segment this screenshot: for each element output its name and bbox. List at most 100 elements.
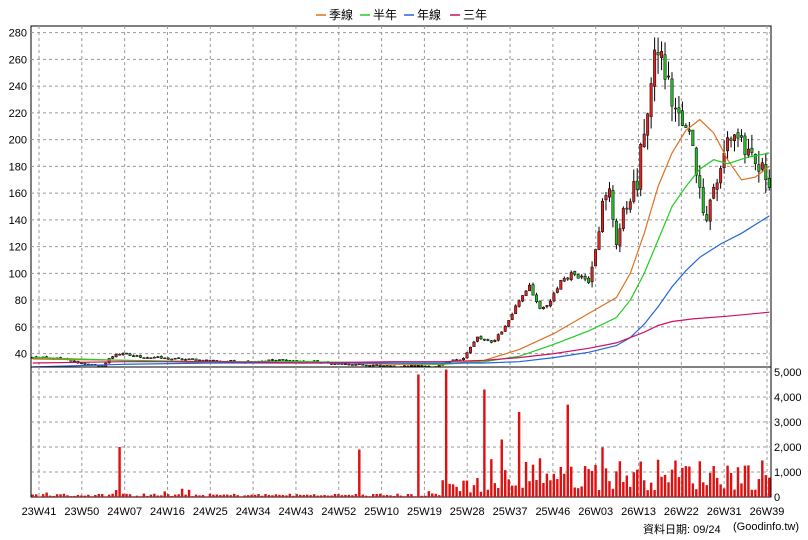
price-y-tick-label: 160 <box>9 188 27 200</box>
candle-body <box>194 358 198 362</box>
candle-body <box>132 355 135 357</box>
candle-body <box>635 180 639 190</box>
volume-bar <box>90 496 94 497</box>
x-tick-label: 25W37 <box>493 506 528 518</box>
candle-body <box>621 208 625 229</box>
candle-body <box>375 364 379 366</box>
x-tick-label: 24W07 <box>107 506 142 518</box>
x-tick-label: 26W31 <box>707 506 742 518</box>
volume-bar <box>344 494 347 497</box>
volume-bar <box>476 478 479 497</box>
volume-bar <box>87 494 90 497</box>
candle-body <box>698 175 702 188</box>
candle-body <box>580 275 584 278</box>
volume-bar <box>410 494 413 497</box>
candle-body <box>152 356 156 359</box>
candle-body <box>142 357 146 359</box>
volume-bar <box>385 494 389 497</box>
volume-bar <box>201 494 205 497</box>
volume-bar <box>417 374 420 497</box>
volume-bar <box>132 496 135 497</box>
ma-line-4 <box>32 311 770 364</box>
candle-body <box>208 359 212 362</box>
volume-bar <box>729 473 733 497</box>
volume-bar <box>354 494 358 497</box>
volume-bar <box>274 494 278 497</box>
price-y-tick-label: 260 <box>9 54 27 66</box>
candle-body <box>705 214 709 221</box>
volume-bar <box>403 496 406 497</box>
volume-y-tick-label: 2,000 <box>774 442 802 454</box>
candle-body <box>371 364 375 367</box>
candle-body <box>625 207 629 210</box>
volume-y-tick-label: 5,000 <box>774 367 802 379</box>
candle-body <box>135 355 139 357</box>
price-y-tick-label: 60 <box>15 322 27 334</box>
volume-bar <box>587 469 590 497</box>
volume-bar <box>590 470 594 497</box>
volume-bar <box>764 475 768 497</box>
volume-bar <box>726 465 729 497</box>
volume-bar <box>309 495 312 497</box>
volume-bar <box>660 476 663 497</box>
price-y-tick-label: 220 <box>9 108 27 120</box>
volume-bar <box>462 480 465 497</box>
volume-bar <box>48 495 52 497</box>
volume-bar <box>55 494 59 497</box>
volume-bar <box>330 495 333 497</box>
candle-body <box>764 164 768 181</box>
candle-body <box>642 133 646 147</box>
moving-averages <box>32 118 770 368</box>
volume-bar <box>194 494 198 497</box>
volume-bar <box>226 494 229 497</box>
volume-bar <box>59 494 62 497</box>
volume-bar <box>222 494 226 497</box>
volume-bar <box>299 494 302 497</box>
volume-bar <box>455 486 458 497</box>
candle-body <box>517 300 521 307</box>
candle-body <box>493 339 497 343</box>
candle-body <box>173 357 177 360</box>
volume-bar <box>622 481 625 497</box>
volume-bar <box>629 486 632 497</box>
volume-bar <box>517 411 521 497</box>
volume-bar <box>549 480 552 497</box>
candle-body <box>541 306 545 310</box>
volume-bar <box>702 482 705 497</box>
candle-body <box>712 187 716 199</box>
volume-bar <box>566 404 569 497</box>
price-y-tick-label: 80 <box>15 295 27 307</box>
volume-bar <box>434 493 437 497</box>
volume-bar <box>521 487 524 497</box>
volume-bar <box>632 472 635 497</box>
candle-body <box>114 353 118 358</box>
price-y-tick-label: 100 <box>9 268 27 280</box>
volume-bar <box>107 494 111 497</box>
volume-bar <box>219 495 222 497</box>
volume-bar <box>451 484 455 497</box>
volume-bar <box>653 490 656 497</box>
volume-bar <box>160 495 163 497</box>
candle-body <box>548 300 552 307</box>
volume-y-tick-label: 3,000 <box>774 417 802 429</box>
volume-bar <box>479 491 483 497</box>
volume-y-tick-label: 4,000 <box>774 392 802 404</box>
volume-bar <box>559 467 563 497</box>
volume-bar <box>757 479 761 497</box>
candle-body <box>746 148 750 156</box>
candle-body <box>628 201 632 210</box>
candle-body <box>670 78 674 107</box>
volume-bar <box>552 473 556 497</box>
candle-body <box>270 359 274 361</box>
volume-bar <box>312 494 316 497</box>
candle-body <box>462 357 466 361</box>
volume-bar <box>361 494 364 497</box>
volume-bar <box>688 466 691 497</box>
volume-bar <box>52 495 55 497</box>
volume-bar <box>340 495 344 497</box>
candle-body <box>482 338 486 341</box>
volume-bar <box>264 494 267 497</box>
volume-bar <box>111 493 114 497</box>
volume-bar <box>431 493 434 497</box>
candle-body <box>649 83 653 117</box>
